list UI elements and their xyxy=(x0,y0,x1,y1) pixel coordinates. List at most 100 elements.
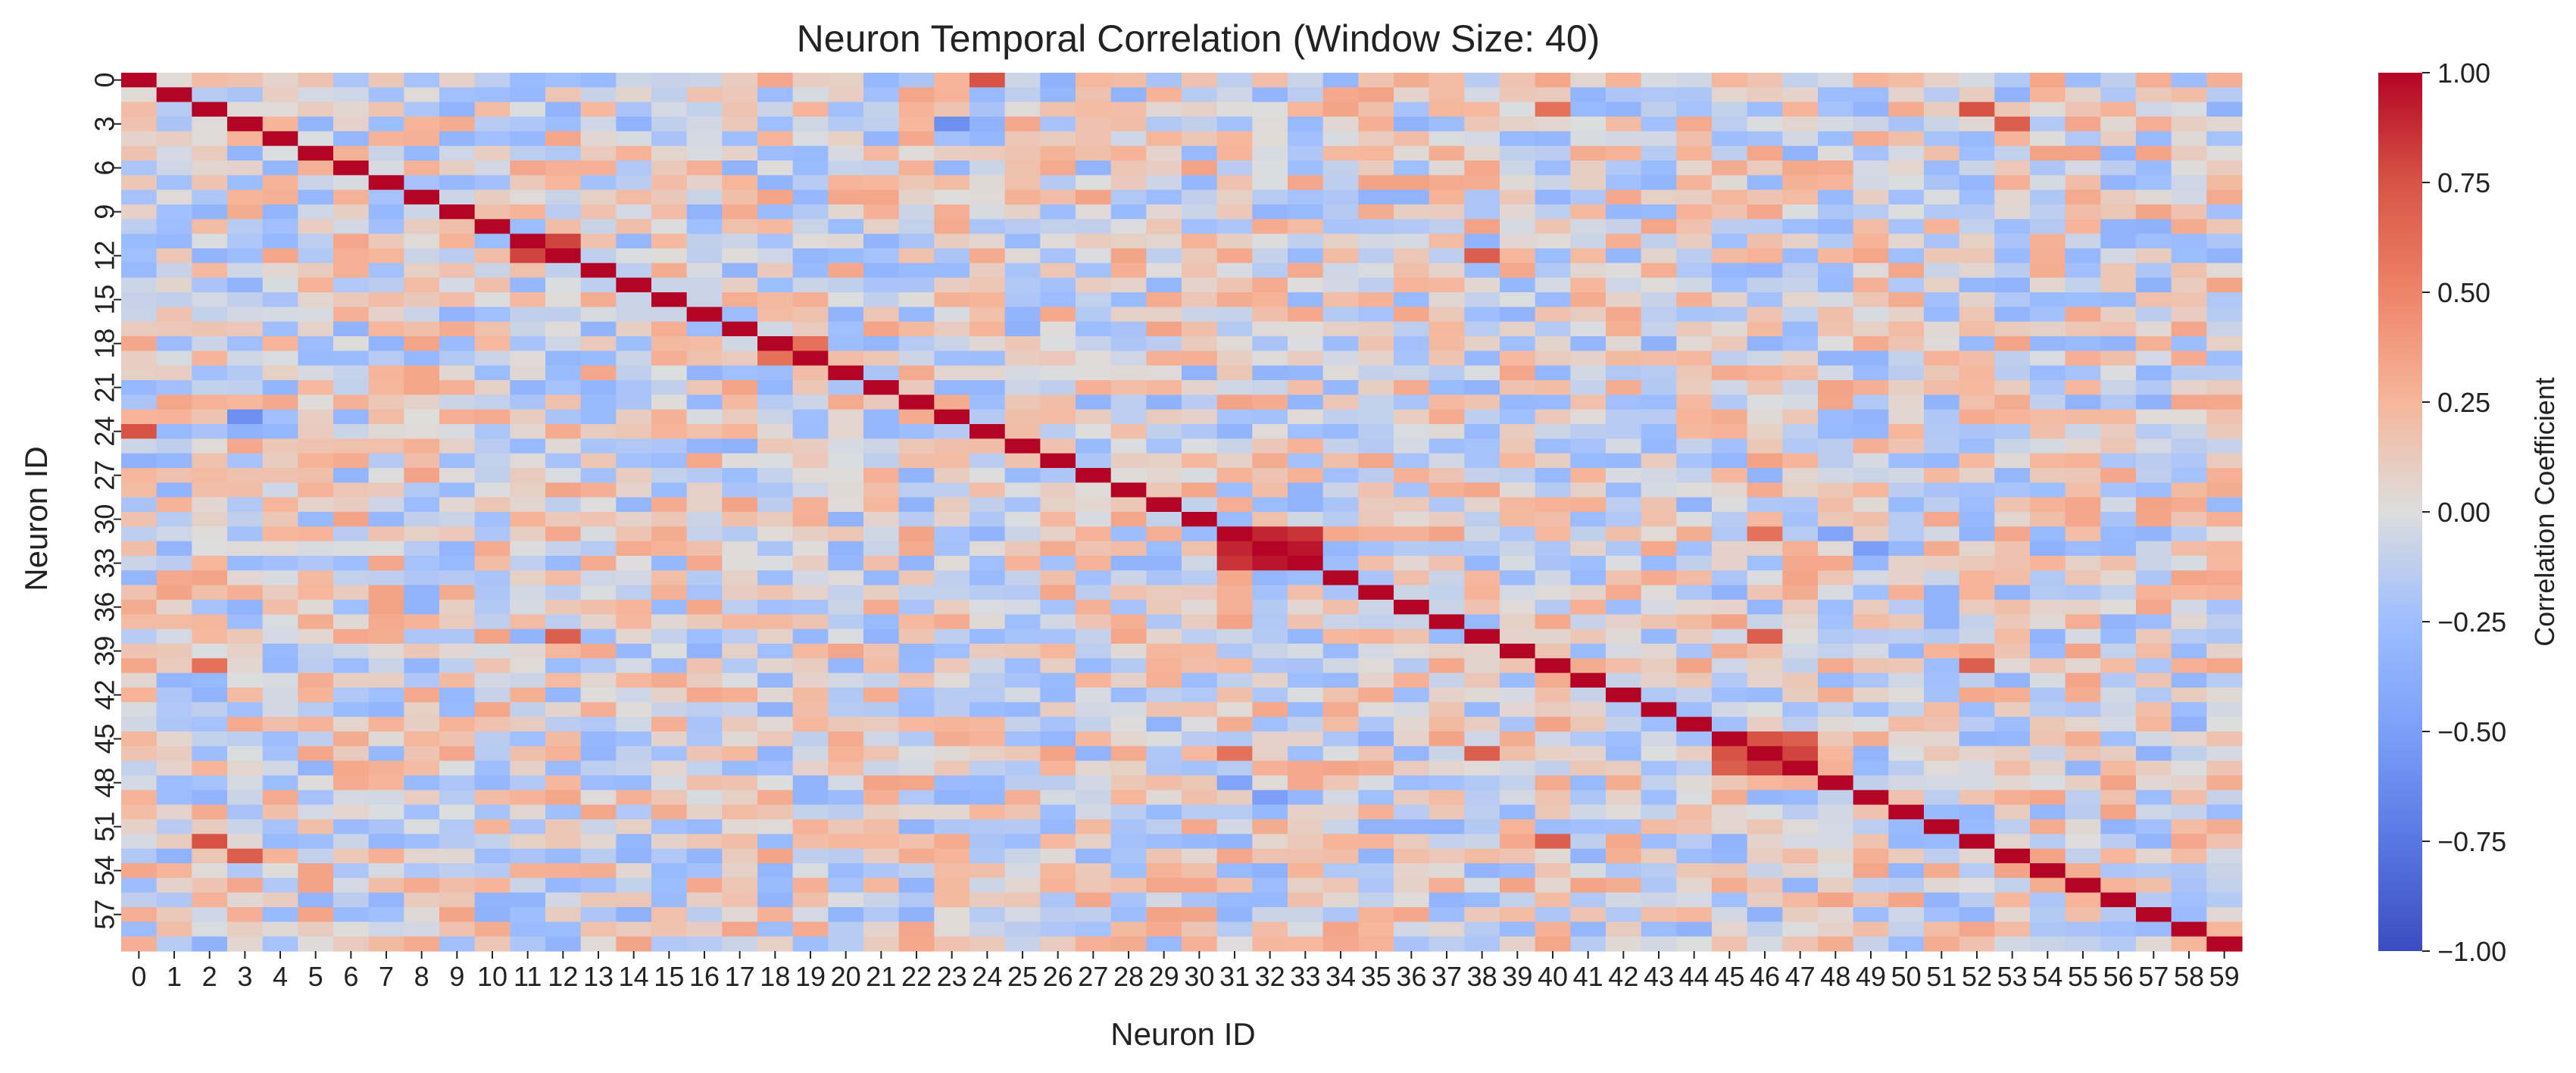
heatmap-cell xyxy=(1959,526,1995,542)
heatmap-cell xyxy=(1040,585,1076,600)
heatmap-cell xyxy=(2136,365,2172,381)
heatmap-cell xyxy=(1429,892,1465,908)
heatmap-cell xyxy=(121,117,158,132)
heatmap-cell xyxy=(2206,790,2243,806)
heatmap-cell xyxy=(898,746,935,762)
heatmap-cell xyxy=(1570,497,1606,513)
heatmap-cell xyxy=(156,672,192,688)
heatmap-cell xyxy=(1076,292,1112,307)
heatmap-cell xyxy=(1818,101,1854,117)
heatmap-cell xyxy=(1040,233,1076,249)
heatmap-cell xyxy=(1358,145,1394,161)
heatmap-cell xyxy=(1146,145,1182,161)
heatmap-cell xyxy=(1216,570,1253,586)
heatmap-cell xyxy=(1076,819,1112,834)
heatmap-cell xyxy=(1146,468,1182,483)
heatmap-cell xyxy=(1146,424,1182,439)
heatmap-cell xyxy=(1429,292,1465,307)
heatmap-cell xyxy=(2100,819,2137,834)
heatmap-cell xyxy=(1641,336,1677,351)
heatmap-cell xyxy=(545,775,582,791)
heatmap-cell xyxy=(1994,878,2031,894)
heatmap-cell xyxy=(898,878,935,894)
heatmap-cell xyxy=(333,834,370,850)
heatmap-cell xyxy=(1959,263,1995,279)
heatmap-cell xyxy=(1216,907,1253,922)
heatmap-cell xyxy=(2136,351,2172,367)
heatmap-cell xyxy=(2171,936,2207,952)
heatmap-cell xyxy=(298,424,334,439)
heatmap-cell xyxy=(1535,512,1571,527)
heatmap-cell xyxy=(1535,760,1571,776)
heatmap-cell xyxy=(1252,175,1288,191)
heatmap-cell xyxy=(333,233,370,249)
heatmap-cell xyxy=(1394,351,1430,367)
heatmap-cell xyxy=(227,702,264,718)
heatmap-cell xyxy=(1110,848,1147,864)
heatmap-cell xyxy=(898,688,935,703)
heatmap-cell xyxy=(1252,145,1288,161)
heatmap-cell xyxy=(2171,775,2207,791)
heatmap-cell xyxy=(1004,101,1041,117)
heatmap-cell xyxy=(757,189,794,205)
heatmap-cell xyxy=(1288,936,1324,952)
heatmap-cell xyxy=(1712,145,1748,161)
heatmap-cell xyxy=(1570,512,1606,527)
heatmap-cell xyxy=(1641,424,1677,439)
heatmap-cell xyxy=(1818,351,1854,367)
heatmap-cell xyxy=(2136,497,2172,513)
heatmap-cell xyxy=(1288,716,1324,732)
heatmap-cell xyxy=(722,131,758,147)
heatmap-cell xyxy=(2171,189,2207,205)
heatmap-cell xyxy=(792,336,829,351)
heatmap-cell xyxy=(2206,277,2243,293)
heatmap-cell xyxy=(1322,424,1359,439)
heatmap-cell xyxy=(2030,790,2066,806)
heatmap-cell xyxy=(1322,145,1359,161)
heatmap-cell xyxy=(404,672,440,688)
heatmap-cell xyxy=(1216,672,1253,688)
heatmap-cell xyxy=(1853,672,1889,688)
heatmap-cell xyxy=(686,292,723,307)
heatmap-cell xyxy=(1712,702,1748,718)
heatmap-cell xyxy=(651,219,688,235)
heatmap-cell xyxy=(1110,644,1147,659)
heatmap-cell xyxy=(192,614,228,630)
heatmap-cell xyxy=(757,263,794,279)
heatmap-cell xyxy=(474,380,511,395)
heatmap-cell xyxy=(1500,204,1536,220)
heatmap-cell xyxy=(898,790,935,806)
heatmap-cell xyxy=(1641,468,1677,483)
heatmap-cell xyxy=(757,834,794,850)
heatmap-cell xyxy=(1252,570,1288,586)
x-tick-label: 21 xyxy=(866,961,896,992)
heatmap-cell xyxy=(192,131,228,147)
heatmap-cell xyxy=(1216,204,1253,220)
heatmap-cell xyxy=(1853,614,1889,630)
heatmap-cell xyxy=(1358,907,1394,922)
heatmap-cell xyxy=(1040,526,1076,542)
heatmap-cell xyxy=(1853,512,1889,527)
heatmap-cell xyxy=(2065,804,2101,820)
heatmap-cell xyxy=(368,907,404,922)
heatmap-cell xyxy=(1076,336,1112,351)
heatmap-cell xyxy=(298,292,334,307)
heatmap-cell xyxy=(298,585,334,600)
heatmap-cell xyxy=(1853,482,1889,498)
heatmap-cell xyxy=(298,600,334,615)
heatmap-cell xyxy=(474,556,511,571)
heatmap-cell xyxy=(970,658,1006,674)
heatmap-cell xyxy=(1712,336,1748,351)
heatmap-cell xyxy=(1994,585,2031,600)
heatmap-cell xyxy=(1818,644,1854,659)
heatmap-cell xyxy=(1747,760,1783,776)
heatmap-cell xyxy=(1570,482,1606,498)
heatmap-cell xyxy=(545,731,582,747)
heatmap-cell xyxy=(1216,878,1253,894)
heatmap-cell xyxy=(1076,307,1112,323)
heatmap-cell xyxy=(2171,716,2207,732)
heatmap-cell xyxy=(934,87,970,103)
heatmap-cell xyxy=(722,892,758,908)
heatmap-cell xyxy=(1110,189,1147,205)
heatmap-cell xyxy=(1959,468,1995,483)
